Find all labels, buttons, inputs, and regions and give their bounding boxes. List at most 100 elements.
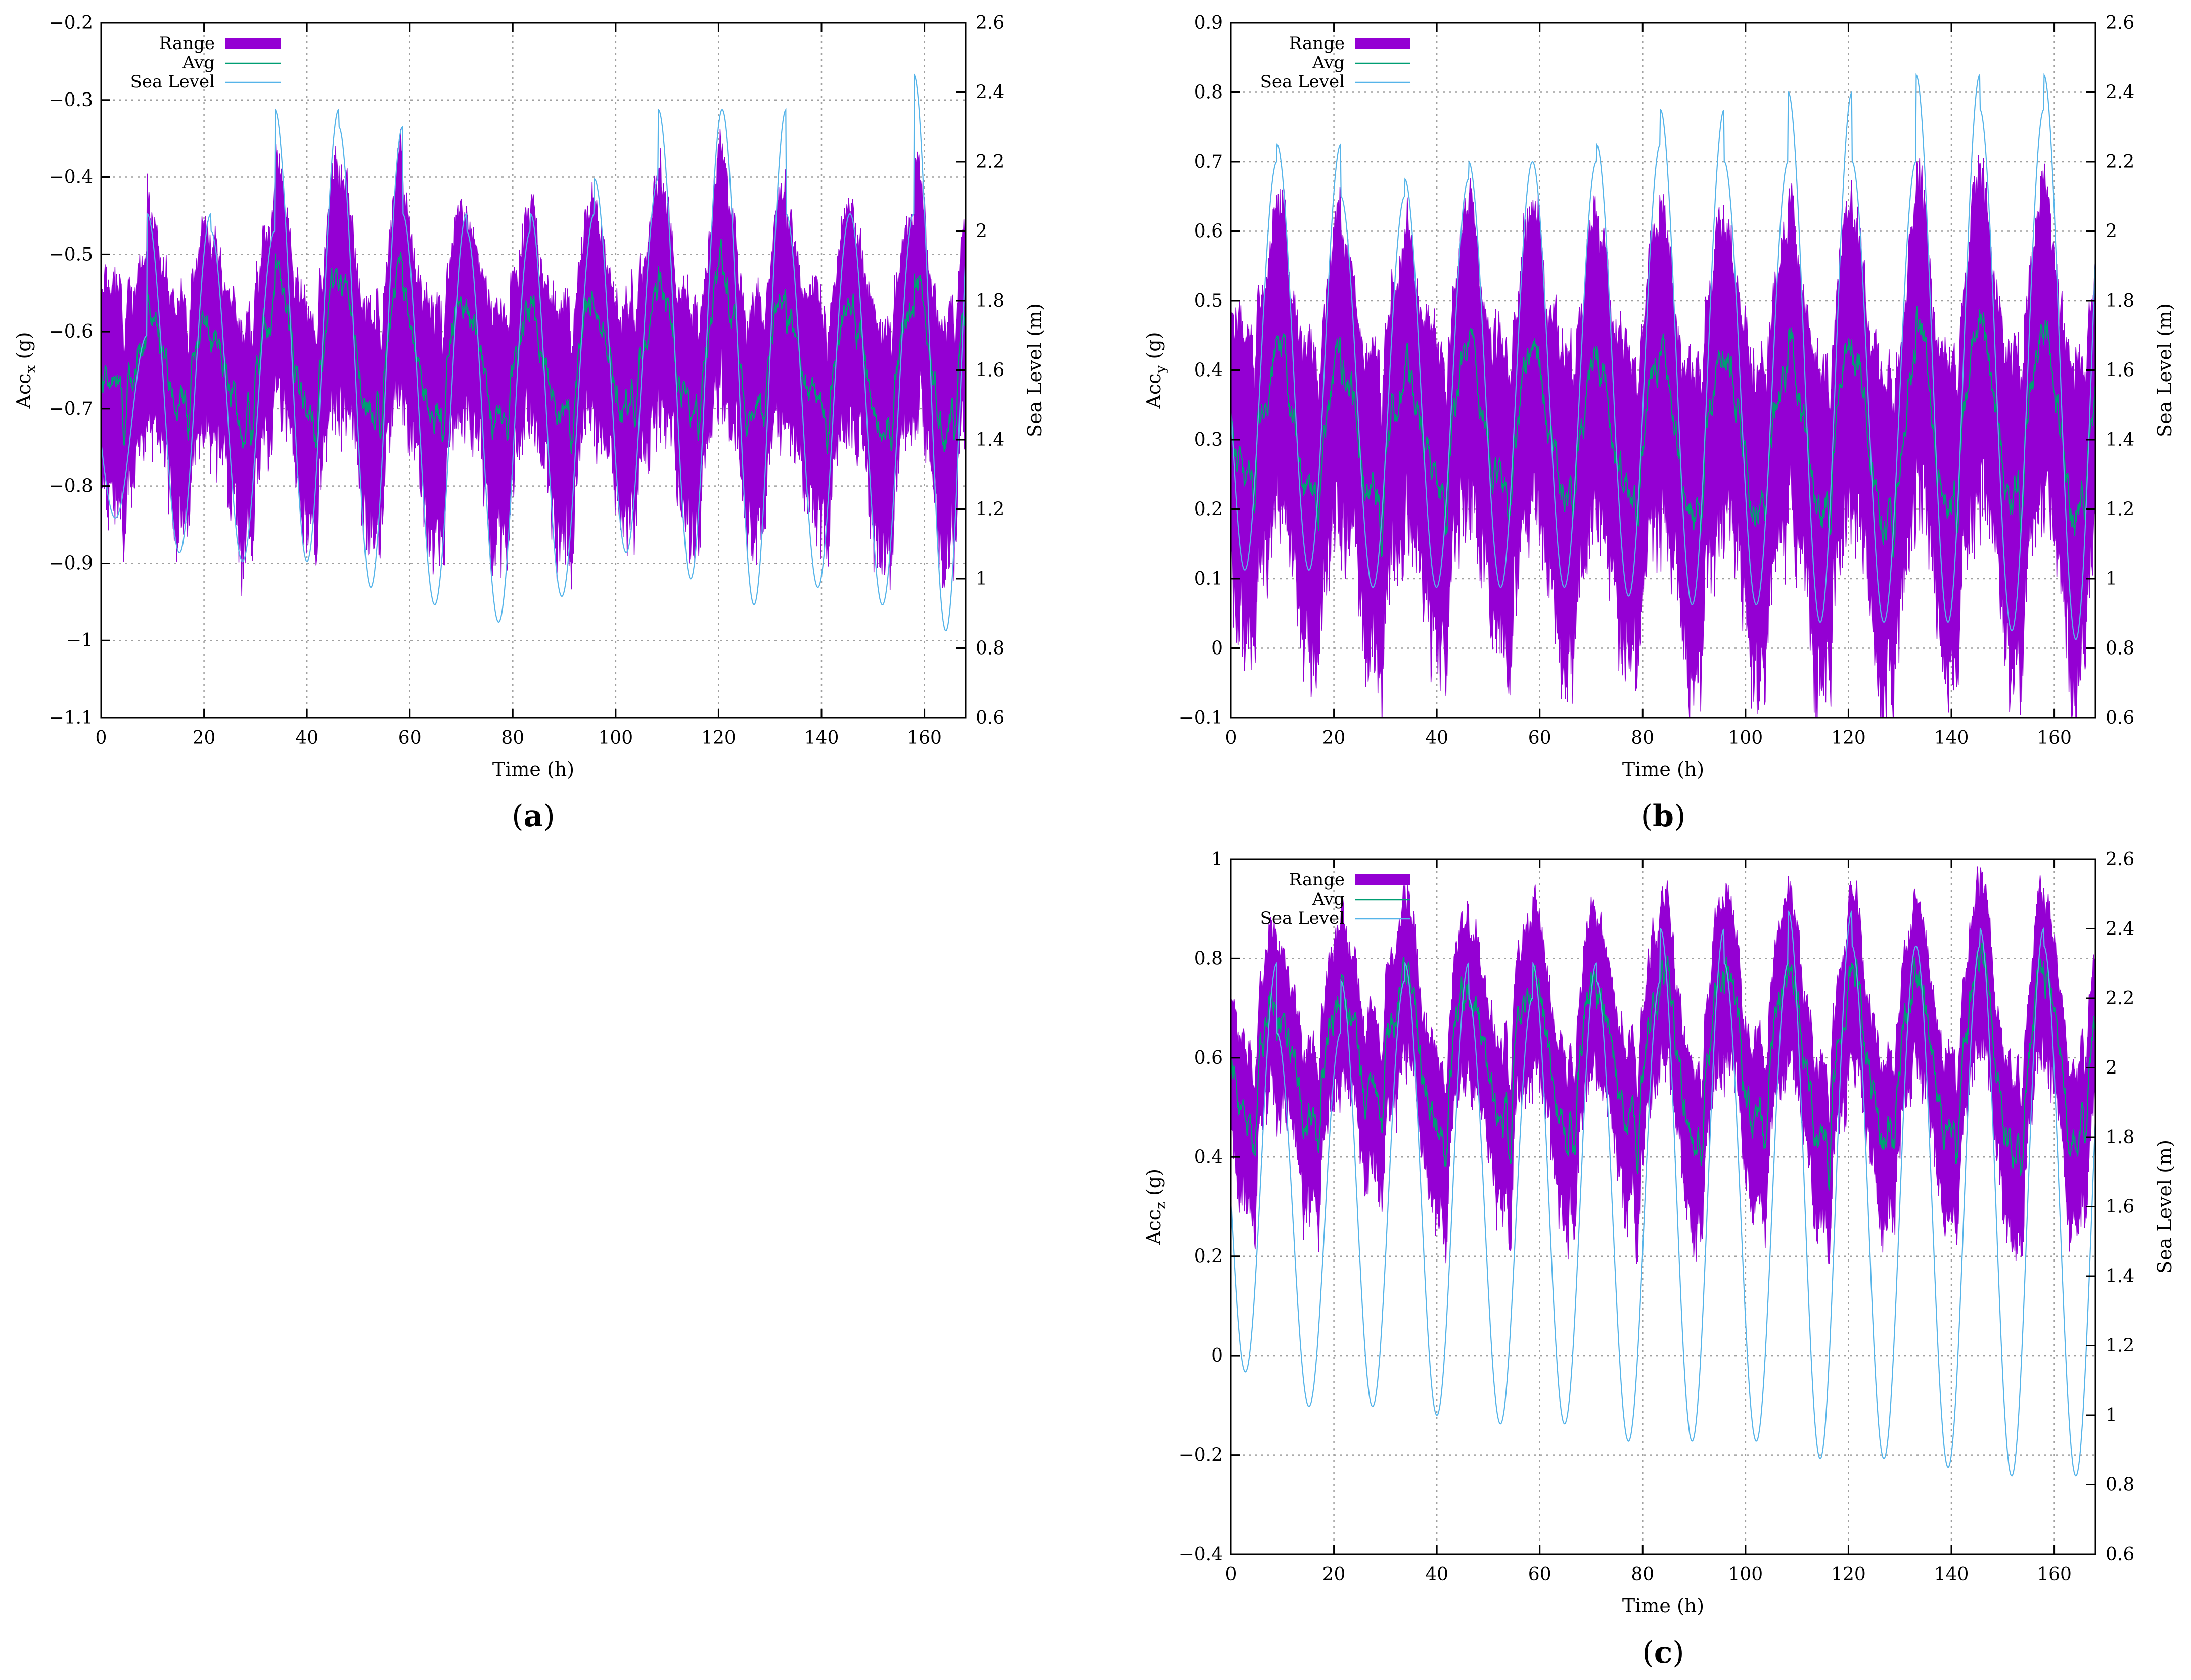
y-tick-label: −0.2 [49,13,93,33]
y2-tick-label: 1 [2106,569,2117,589]
x-tick-label: 80 [1631,728,1654,749]
x-tick-label: 120 [1831,728,1866,749]
y2-tick-label: 1.8 [2106,1127,2134,1148]
y-tick-label: 0.4 [1194,1147,1223,1168]
x-tick-label: 40 [295,728,318,749]
y2-tick-label: 1.8 [2106,291,2134,311]
x-tick-label: 140 [1934,1564,1969,1585]
y-tick-label: 0.9 [1194,13,1223,33]
x-tick-label: 60 [398,728,422,749]
x-tick-label: 20 [193,728,216,749]
caption-open: ( [1641,799,1653,834]
x-tick-label: 120 [701,728,736,749]
legend-swatch-range [225,38,281,49]
caption-close: ) [1674,799,1685,834]
y2-tick-label: 1.6 [2106,1197,2134,1218]
y2-tick-label: 1.2 [976,499,1005,520]
x-tick-label: 20 [1322,728,1346,749]
x-tick-label: 160 [907,728,942,749]
y-axis-label: Accy (g) [1143,332,1169,409]
series-avg-line [1231,942,2095,1191]
y-tick-label: −1.1 [49,708,93,728]
legend-swatch-range [1355,874,1410,885]
x-axis-label: Time (h) [492,758,574,780]
chart-panel-a: 0 20 40 60 80 100 120 140 160 −1.1 −1 −0.9 −0.8 −0.7 −… [13,13,1046,834]
y-tick-label: 0.8 [1194,82,1223,103]
y2-tick-label: 1.6 [2106,360,2134,381]
y-tick-label: 0.2 [1194,1246,1223,1267]
y2-tick-label: 0.6 [976,708,1005,728]
y2-tick-label: 0.6 [2106,708,2134,728]
y2-tick-label: 2.6 [2106,13,2134,33]
legend-label: Avg [1312,889,1345,909]
panel-caption: (b) [1641,799,1686,834]
panel-caption: (c) [1642,1635,1684,1670]
y-tick-label: 0 [1211,1345,1223,1366]
y2-tick-label: 2.4 [2106,919,2134,940]
series-range-area [101,128,966,596]
y2-tick-label: 1.4 [976,430,1005,450]
x-tick-label: 0 [1225,728,1237,749]
x-tick-label: 100 [1728,728,1763,749]
y2-tick-label: 1.4 [2106,1266,2134,1287]
y2-tick-label: 0.8 [2106,1475,2134,1496]
y2-tick-label: 1.4 [2106,430,2134,450]
y2-axis-label: Sea Level (m) [2154,303,2176,437]
y2-tick-label: 1 [2106,1405,2117,1426]
y2-axis-label: Sea Level (m) [1024,303,1046,437]
series-sea-level-line [1231,73,2095,640]
y-tick-label: −0.7 [49,399,93,419]
x-tick-label: 120 [1831,1564,1866,1585]
y2-tick-label: 1.2 [2106,1336,2134,1357]
y-tick-label: −1 [66,630,93,651]
series-sea-level-line [101,73,966,632]
legend-label: Sea Level [1260,908,1345,928]
y-tick-label: 0.4 [1194,360,1223,381]
y2-tick-label: 2 [2106,1058,2117,1079]
y-tick-label: 0.2 [1194,499,1223,520]
legend-label: Avg [182,53,215,73]
y2-tick-label: 0.8 [976,638,1005,659]
x-tick-label: 0 [1225,1564,1237,1585]
x-tick-label: 100 [598,728,633,749]
chart-panel-c: 0 20 40 60 80 100 120 140 160 −0.4 −0.2 0 0.2 0.4 0.6 0… [1143,849,2176,1670]
x-tick-label: 60 [1528,728,1551,749]
y-axis-label-unit: (g) [1143,332,1165,365]
caption-letter: b [1653,799,1674,834]
y2-tick-label: 1.6 [976,360,1005,381]
legend-label: Range [159,33,215,54]
y2-tick-label: 2.2 [976,152,1005,172]
legend-swatch-range [1355,38,1410,49]
x-axis-label: Time (h) [1622,758,1704,780]
y-tick-label: −0.5 [49,244,93,265]
y2-tick-label: 2.6 [976,13,1005,33]
x-tick-label: 60 [1528,1564,1551,1585]
y2-tick-label: 1.8 [976,291,1005,311]
y-tick-label: 0.3 [1194,430,1223,450]
legend-label: Avg [1312,53,1345,73]
y-tick-label: 0.7 [1194,152,1223,172]
y-tick-label: −0.1 [1179,708,1223,728]
y-axis-label-main: Acc [1143,1209,1165,1245]
plot-area [101,73,966,632]
plot-area [1231,866,2095,1477]
y2-tick-label: 2 [2106,221,2117,242]
chart-panel-b: 0 20 40 60 80 100 120 140 160−0.100.10.20.30.40.… [1143,13,2176,834]
x-tick-label: 40 [1425,1564,1448,1585]
series-range-area [1231,866,2095,1264]
x-tick-label: 80 [1631,1564,1654,1585]
y-tick-label: −0.4 [1179,1544,1223,1565]
y2-tick-label: 2 [976,221,987,242]
plot-area [1231,73,2095,718]
y-tick-label: 0 [1211,638,1223,659]
caption-close: ) [543,799,555,834]
legend-label: Sea Level [130,72,215,92]
y-tick-label: −0.4 [49,167,93,188]
x-tick-label: 40 [1425,728,1448,749]
y2-tick-label: 2.2 [2106,988,2134,1009]
y-axis-label-main: Acc [1143,373,1165,409]
legend-label: Range [1289,870,1345,890]
y-tick-label: −0.6 [49,321,93,342]
